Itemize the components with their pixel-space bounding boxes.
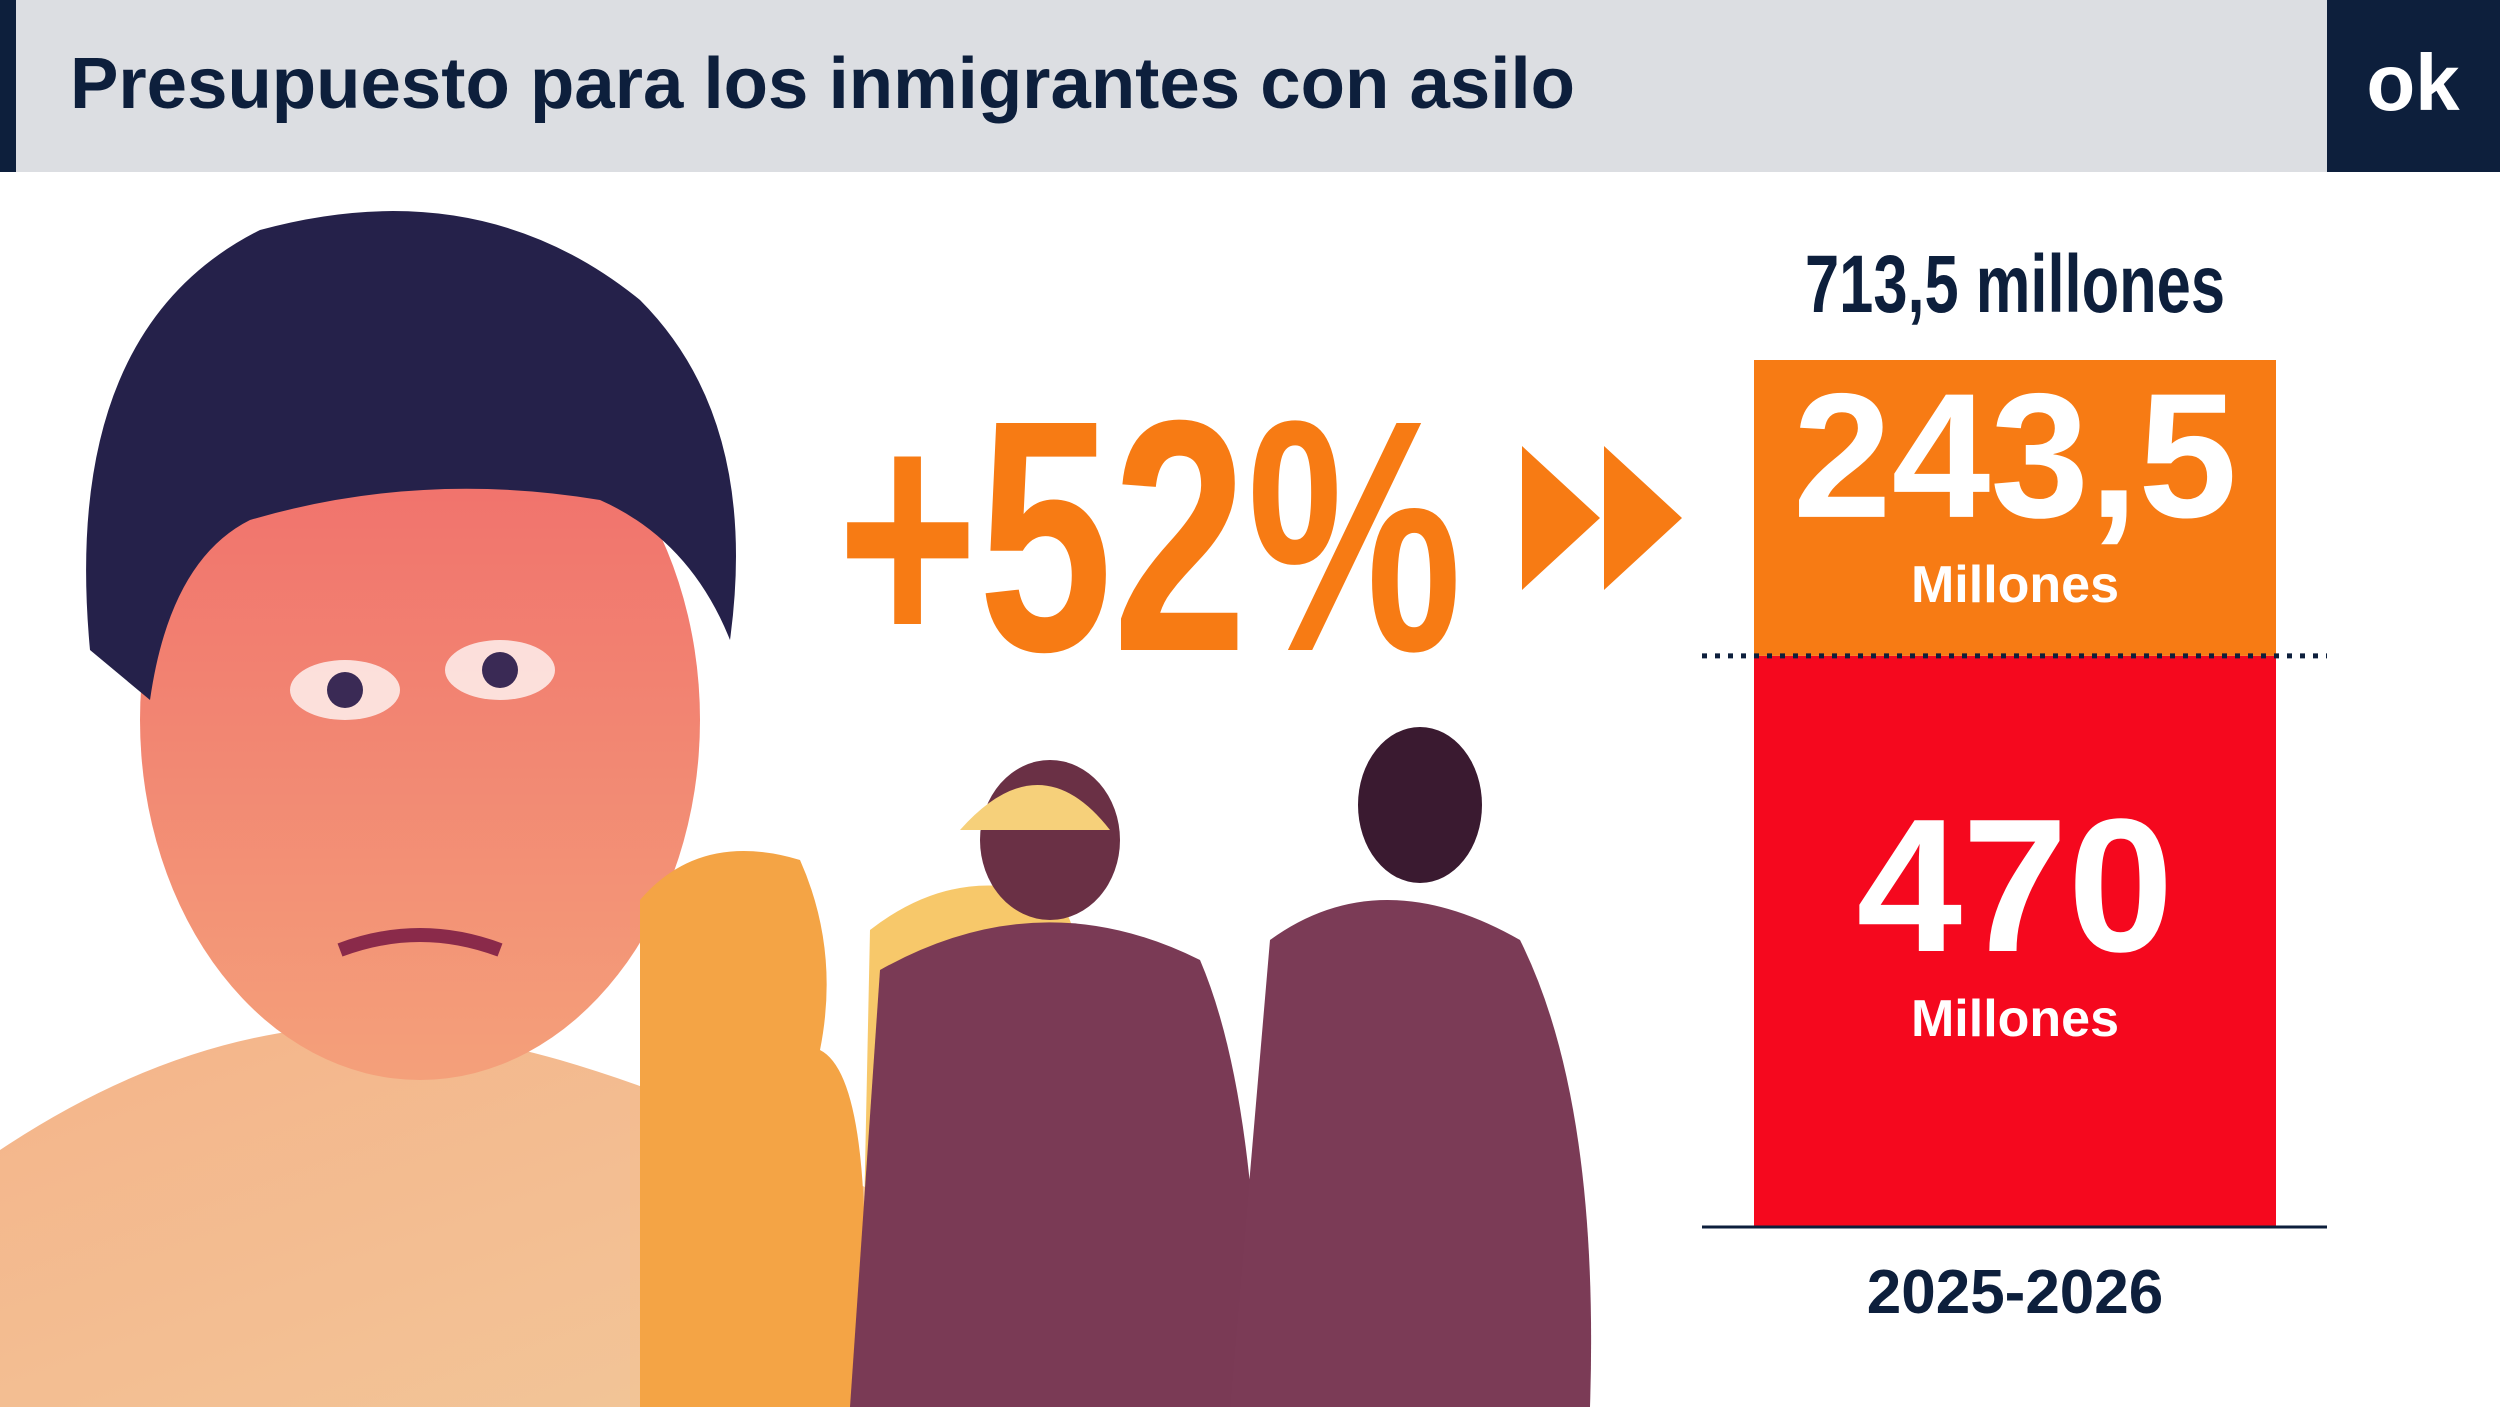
logo: ok — [2366, 38, 2460, 127]
category-label: 2025-2026 — [1867, 1258, 2164, 1327]
unit-label: Millones — [1911, 556, 2119, 614]
value-label: 243,5 — [1793, 356, 2237, 555]
unit-label: Millones — [1911, 990, 2119, 1048]
title: Presupuesto para los inmigrantes con asi… — [70, 44, 1575, 124]
chart: 713,5 millones — [1805, 239, 2225, 330]
total-label: 713,5 millones — [1805, 239, 2225, 330]
logo-box — [2327, 0, 2500, 172]
bar-segment — [1754, 655, 2276, 1227]
header-accent — [0, 0, 16, 172]
bar-segment — [1754, 360, 2276, 656]
change-label: +52% — [837, 351, 1462, 720]
arrows — [1522, 446, 1682, 590]
value-label: 470 — [1856, 780, 2173, 992]
photo — [0, 211, 1592, 1407]
header-bar — [0, 0, 2500, 172]
